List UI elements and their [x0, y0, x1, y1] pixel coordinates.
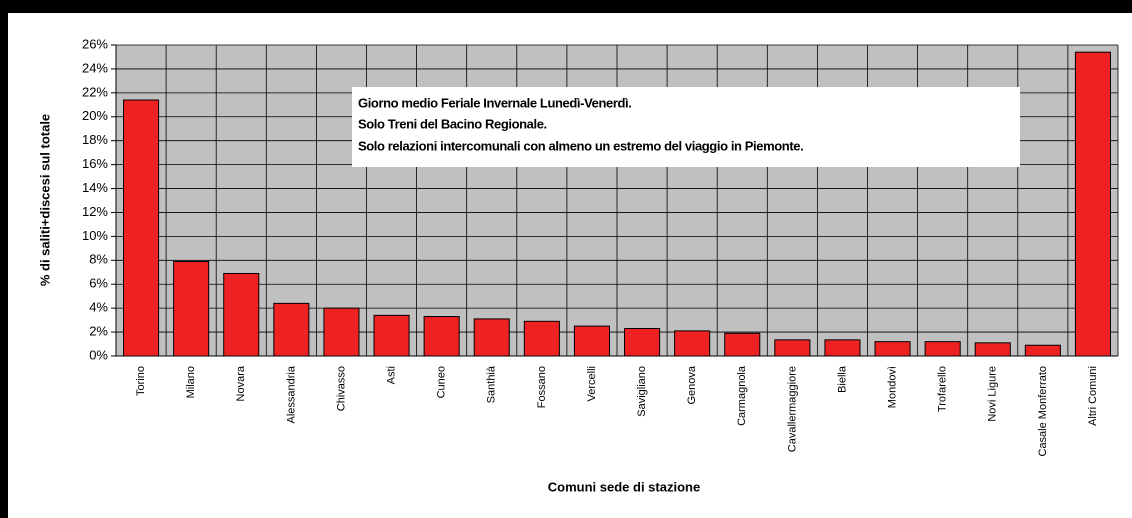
bar [523, 320, 560, 357]
y-tick-label: 4% [89, 300, 108, 315]
x-tick-label: Santhià [486, 365, 498, 403]
y-tick-label: 0% [89, 347, 108, 362]
x-tick-label: Cuneo [436, 366, 448, 398]
x-tick-label: Mondovì [886, 366, 898, 408]
x-tick-label: Savigliano [636, 366, 648, 417]
y-tick-label: 12% [82, 204, 108, 219]
x-tick-label: Genova [686, 365, 698, 404]
annotation: Solo relazioni intercomunali con almeno … [358, 138, 803, 153]
x-tick-label: Torino [135, 366, 147, 396]
x-tick-label: Novi Ligure [987, 366, 999, 422]
bar [473, 318, 510, 357]
y-tick-label: 18% [82, 132, 108, 147]
x-tick-label: Vercelli [586, 366, 598, 401]
bar [173, 261, 210, 357]
bar [774, 339, 811, 357]
bar [123, 99, 160, 357]
y-tick-label: 26% [82, 36, 108, 51]
bar [323, 307, 360, 357]
bar [1074, 51, 1111, 357]
bar [674, 330, 711, 357]
bar [824, 339, 861, 357]
y-axis-title: % di saliti+discesi sul totale [37, 114, 52, 286]
bar [423, 316, 460, 357]
x-tick-label: Casale Monferrato [1037, 366, 1049, 457]
bar [273, 302, 310, 357]
x-tick-label: Chivasso [335, 366, 347, 411]
x-tick-label: Novara [235, 365, 247, 401]
x-tick-label: Trofarello [937, 366, 949, 412]
annotation: Giorno medio Feriale Invernale Lunedì-Ve… [358, 95, 631, 110]
bar [924, 341, 961, 357]
x-tick-label: Carmagnola [736, 365, 748, 426]
y-tick-label: 20% [82, 108, 108, 123]
bar [724, 332, 761, 357]
bar [373, 314, 410, 357]
annotation: Solo Treni del Bacino Regionale. [358, 116, 547, 131]
x-axis-title: Comuni sede di stazione [548, 479, 700, 494]
top-border [0, 0, 1132, 13]
bar [874, 341, 911, 357]
y-tick-label: 6% [89, 276, 108, 291]
x-tick-label: Alessandria [285, 365, 297, 423]
left-border [0, 0, 8, 518]
x-tick-label: Milano [185, 366, 197, 398]
annotation-box [352, 87, 1020, 167]
bar [223, 272, 260, 357]
bar [624, 327, 661, 357]
bars [123, 51, 1111, 357]
x-tick-label: Altri Comuni [1087, 366, 1099, 426]
y-tick-label: 16% [82, 156, 108, 171]
x-tick-label: Fossano [536, 366, 548, 408]
bar [573, 325, 610, 357]
y-tick-label: 22% [82, 84, 108, 99]
y-tick-label: 14% [82, 180, 108, 195]
x-tick-label: Asti [385, 366, 397, 384]
y-tick-label: 10% [82, 228, 108, 243]
x-tick-label: Cavallermaggiore [786, 366, 798, 452]
bar [974, 342, 1011, 357]
y-tick-label: 24% [82, 60, 108, 75]
y-tick-label: 8% [89, 252, 108, 267]
x-tick-label: Biella [836, 365, 848, 393]
y-tick-label: 2% [89, 324, 108, 339]
bar [1024, 344, 1061, 357]
